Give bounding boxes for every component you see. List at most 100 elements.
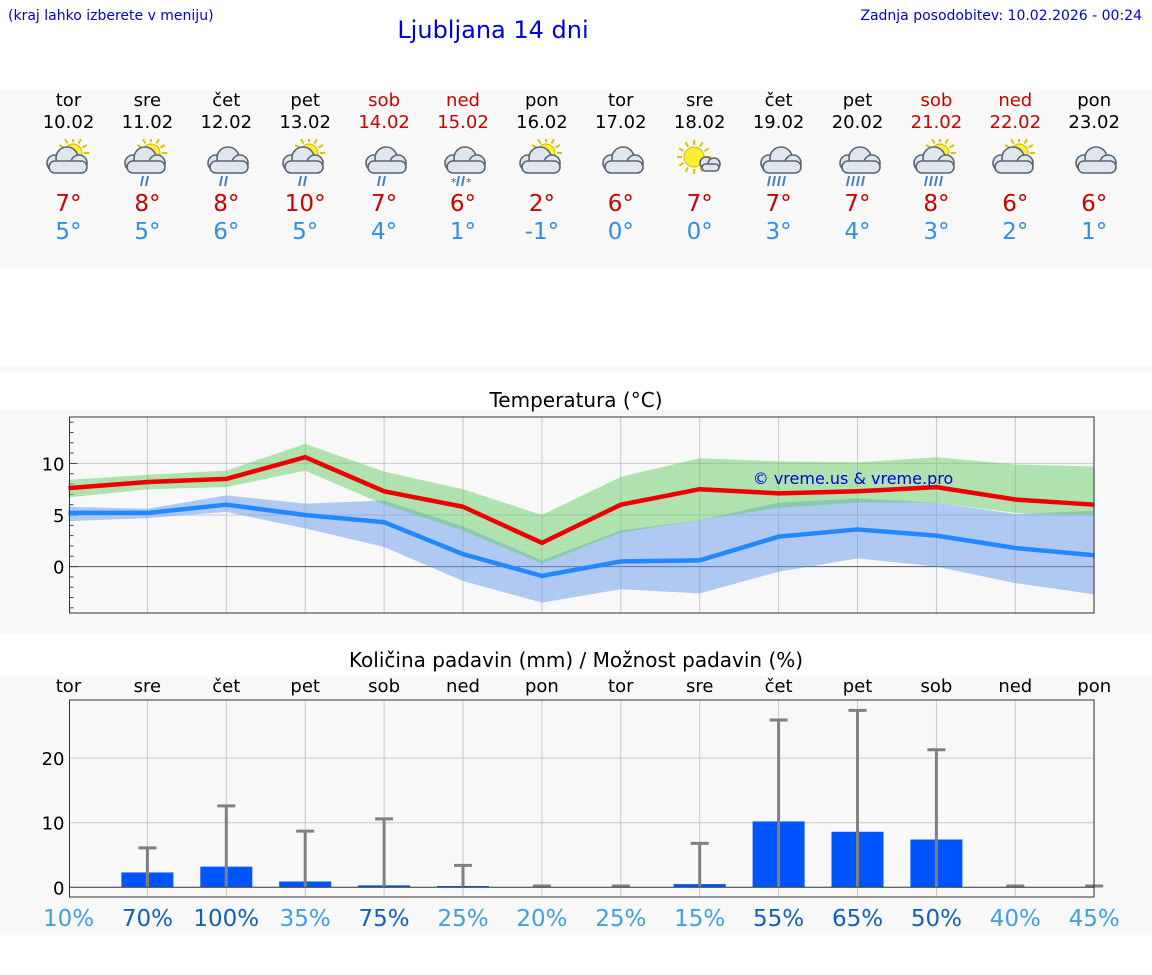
max-temp: 8° [134,191,161,217]
min-temp-line [68,502,1095,579]
precip-probability: 75% [359,906,410,932]
day-date: 10.02 [42,112,95,133]
day-column: čet 12.02 8° 6° [187,90,266,246]
x-day-label: tor [56,676,82,697]
x-day-label: čet [212,676,240,697]
last-update: Zadnja posodobitev: 10.02.2026 - 00:24 [860,8,1142,24]
max-range-band [68,443,1095,564]
min-temp: 4° [371,219,398,245]
min-temp: 5° [292,219,319,245]
day-column: tor 17.02 6° 0° [581,90,660,246]
day-name: čet [764,90,793,111]
sun-cloud-icon [45,139,89,174]
max-temp-line [68,454,1095,546]
x-day-label: pet [843,676,873,697]
page-title: Ljubljana 14 dni [397,16,589,44]
precip-probability: 50% [911,906,962,932]
x-day-label: sob [368,676,400,697]
max-temp: 7° [844,191,871,217]
day-name: čet [212,90,241,111]
location-hint: (kraj lahko izberete v meniju) [8,8,214,24]
y-tick-label: 0 [53,878,64,899]
min-temp: 4° [844,219,871,245]
cloud-snow-rain-icon: * * [444,146,486,189]
precip-probability: 70% [122,906,173,932]
sun-cloud-icon [992,139,1036,174]
day-date: 16.02 [516,112,568,133]
precip-probability: 25% [595,906,646,932]
day-column: pet 13.02 10° 5° [266,90,345,246]
day-column: sre 18.02 7° 0° [660,90,739,246]
day-date: 19.02 [752,112,805,133]
sun-cloud-heavy-rain-icon [913,139,957,187]
sun-cloud-rain-icon [282,139,326,187]
max-temp: 8° [213,191,240,217]
separator-band [0,366,1152,371]
day-column: pon 16.02 2° -1° [502,90,581,246]
day-name: sob [920,90,953,111]
precipitation-chart: tor sre čet pet sob ned pon tor sre čet pet sob ned p… [42,676,1120,932]
precip-probability: 35% [280,906,331,932]
day-date: 13.02 [279,112,331,133]
x-day-label: sob [920,676,952,697]
day-column: čet 19.02 7° 3° [739,90,818,246]
min-temp: -1° [524,219,560,245]
cloud-heavy-rain-icon [759,146,802,187]
day-name: sre [685,90,714,111]
max-temp: 6° [1002,191,1029,217]
x-day-label: sre [686,676,713,697]
min-range-band [68,495,1095,603]
day-date: 11.02 [121,112,174,133]
x-day-label: ned [998,676,1032,697]
day-name: ned [998,90,1033,111]
x-day-label: ned [446,676,480,697]
day-name: tor [608,90,634,111]
svg-text:*: * [451,176,457,189]
day-date: 20.02 [831,112,884,133]
day-name: sob [368,90,400,111]
sun-cloud-icon [519,139,562,174]
plot-frame [69,699,1095,898]
precip-probability: 45% [1069,906,1120,932]
day-name: pon [1077,90,1112,111]
cloud-rain-icon [365,146,407,187]
day-date: 21.02 [910,112,963,133]
y-tick-label: 20 [42,749,65,770]
x-day-label: pon [525,676,559,697]
precip-probability: 55% [753,906,804,932]
day-column: ned 22.02 6° 2° [976,90,1055,246]
precip-probability: 65% [832,906,883,932]
daily-forecast-strip: tor 10.02 7° 5° sre 11.02 8° 5° čet 12.02 8° 6° pet 1… [0,90,1152,269]
precipitation-chart-title: Količina padavin (mm) / Možnost padavin … [348,648,804,672]
cloud-rain-icon [207,146,250,187]
y-tick-label: 10 [42,454,65,475]
sun-cloud-rain-icon [124,139,168,187]
max-temp: 6° [607,191,634,217]
day-name: pon [524,90,559,111]
day-date: 12.02 [200,112,253,133]
day-name: sre [133,90,162,111]
y-tick-label: 5 [53,506,64,527]
x-day-label: sre [134,676,161,697]
day-date: 14.02 [358,112,410,133]
x-day-label: pet [290,676,320,697]
cloud-icon [601,146,644,174]
temperature-chart: 0 5 10 © vreme.us & vreme.pro [42,416,1095,614]
day-name: pet [842,90,873,111]
min-temp: 3° [923,219,950,245]
min-temp: 3° [765,219,792,245]
y-tick-label: 0 [53,558,64,579]
min-temp: 5° [55,219,82,245]
cloud-icon [1075,146,1117,174]
cloud-heavy-rain-icon [838,146,881,187]
plot-frame [69,416,1095,614]
min-temp: 0° [607,219,634,245]
day-column: sob 21.02 8° 3° [897,90,976,246]
min-temp: 1° [449,219,477,245]
day-column: pon 23.02 6° 1° [1055,90,1134,246]
min-temp: 0° [686,219,713,245]
day-column: tor 10.02 7° 5° [29,90,108,246]
x-day-label: čet [765,676,793,697]
max-temp: 2° [528,191,555,217]
precip-probability: 15% [674,906,725,932]
